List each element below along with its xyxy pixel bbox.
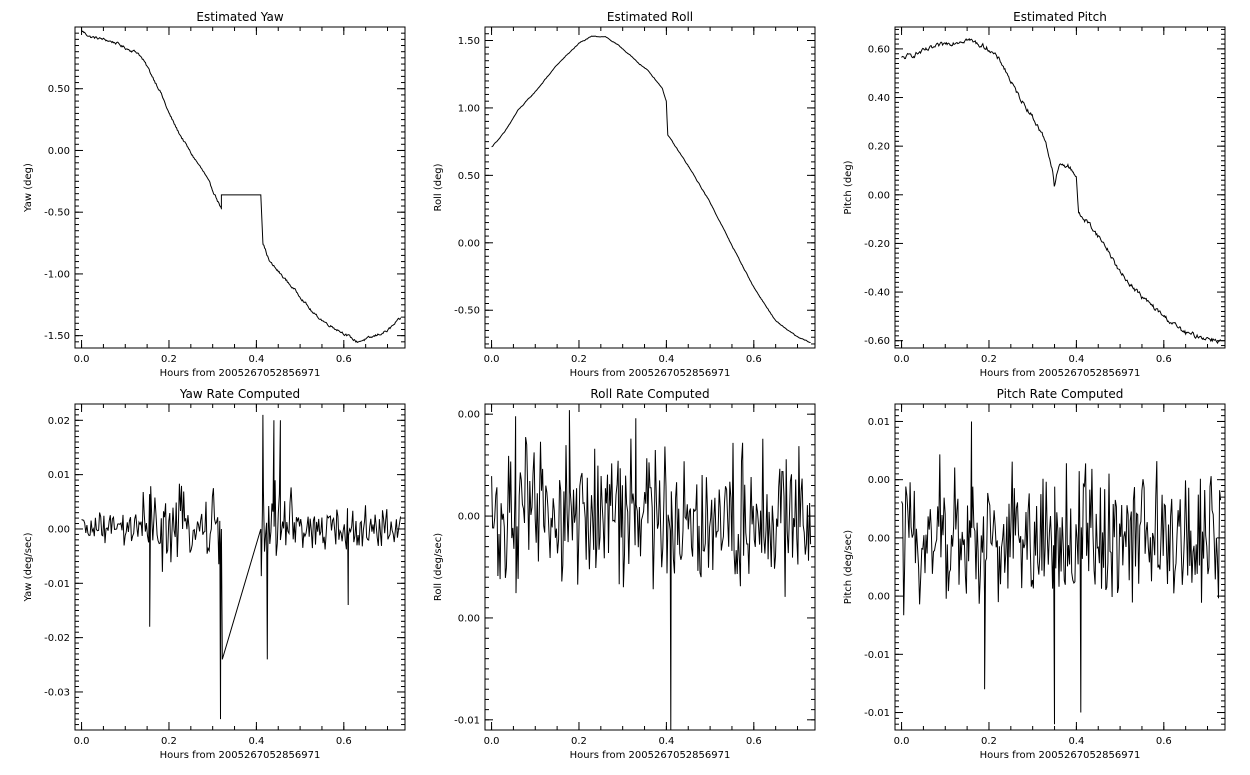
- chart-panel-1: Estimated Yaw Hours from 2005267052856971…: [23, 10, 406, 379]
- x-axis-label: Hours from 2005267052856971: [980, 368, 1141, 379]
- y-tick-label: 0.60: [868, 44, 890, 55]
- x-tick-label: 0.6: [746, 736, 762, 747]
- x-tick-label: 0.6: [336, 354, 352, 365]
- series-line: [81, 29, 402, 344]
- plot-frame: [74, 403, 406, 731]
- y-axis-label: Roll (deg/sec): [433, 533, 444, 601]
- y-tick-label: -0.02: [44, 633, 70, 644]
- y-tick-label: 0.00: [458, 512, 480, 523]
- y-tick-label: -1.00: [44, 269, 70, 280]
- y-tick-label: 0.20: [868, 142, 890, 153]
- y-tick-label: 1.00: [458, 103, 480, 114]
- y-tick-label: -0.03: [44, 687, 70, 698]
- y-tick-label: 0.00: [458, 410, 480, 421]
- y-axis-label: Pitch (deg/sec): [843, 530, 854, 605]
- x-tick-label: 0.0: [74, 736, 90, 747]
- x-tick-label: 0.6: [1156, 354, 1172, 365]
- x-tick-label: 0.4: [248, 354, 264, 365]
- chart-title: Estimated Roll: [607, 10, 693, 24]
- y-tick-label: 0.01: [868, 417, 890, 428]
- y-tick-label: -0.50: [454, 306, 480, 317]
- y-tick-label: -0.01: [44, 579, 70, 590]
- y-tick-label: 0.00: [48, 524, 70, 535]
- x-tick-label: 0.2: [571, 736, 587, 747]
- chart-title: Roll Rate Computed: [590, 387, 709, 401]
- y-tick-label: 0.00: [868, 592, 890, 603]
- chart-panel-3: Estimated Pitch Hours from 20052670528569…: [843, 10, 1226, 379]
- chart-title: Estimated Pitch: [1013, 10, 1107, 24]
- y-tick-label: 0.50: [48, 84, 70, 95]
- series-line: [81, 414, 402, 720]
- x-tick-label: 0.4: [1068, 354, 1084, 365]
- x-tick-label: 0.2: [981, 736, 997, 747]
- y-tick-label: 0.50: [458, 171, 480, 182]
- series-line: [901, 421, 1222, 725]
- y-tick-label: 0.00: [868, 190, 890, 201]
- x-axis-label: Hours from 2005267052856971: [570, 750, 731, 761]
- x-tick-label: 0.0: [894, 736, 910, 747]
- y-tick-label: -0.40: [864, 288, 890, 299]
- series-line: [491, 35, 811, 343]
- y-tick-label: 0.40: [868, 93, 890, 104]
- x-tick-label: 0.0: [74, 354, 90, 365]
- x-tick-label: 0.4: [658, 354, 674, 365]
- chart-panel-2: Estimated Roll Hours from 200526705285697…: [433, 10, 816, 379]
- y-tick-label: -1.50: [44, 331, 70, 342]
- series-line: [901, 37, 1221, 345]
- x-tick-label: 0.2: [981, 354, 997, 365]
- x-tick-label: 0.2: [161, 736, 177, 747]
- y-axis-label: Roll (deg): [433, 163, 444, 211]
- x-tick-label: 0.6: [336, 736, 352, 747]
- chart-panel-5: Roll Rate Computed Hours from 20052670528…: [433, 387, 816, 761]
- y-axis-label: Pitch (deg): [843, 160, 854, 214]
- chart-title: Pitch Rate Computed: [997, 387, 1124, 401]
- y-tick-label: 0.00: [458, 613, 480, 624]
- y-axis-label: Yaw (deg/sec): [23, 532, 34, 602]
- y-tick-label: 0.02: [48, 416, 70, 427]
- y-tick-label: 0.00: [458, 238, 480, 249]
- y-tick-label: -0.20: [864, 239, 890, 250]
- x-tick-label: 0.4: [1068, 736, 1084, 747]
- x-tick-label: 0.6: [1156, 736, 1172, 747]
- chart-title: Estimated Yaw: [196, 10, 283, 24]
- x-tick-label: 0.2: [571, 354, 587, 365]
- x-axis-label: Hours from 2005267052856971: [160, 750, 321, 761]
- y-tick-label: -0.60: [864, 336, 890, 347]
- y-tick-label: -0.01: [864, 650, 890, 661]
- series-line: [491, 410, 812, 731]
- x-tick-label: 0.0: [484, 354, 500, 365]
- x-tick-label: 0.6: [746, 354, 762, 365]
- y-axis-label: Yaw (deg): [23, 163, 34, 213]
- x-axis-label: Hours from 2005267052856971: [570, 368, 731, 379]
- y-tick-label: 0.01: [48, 470, 70, 481]
- y-tick-label: 0.00: [48, 146, 70, 157]
- y-tick-label: 0.00: [868, 475, 890, 486]
- x-tick-label: 0.4: [248, 736, 264, 747]
- x-tick-label: 0.2: [161, 354, 177, 365]
- chart-panel-4: Yaw Rate Computed Hours from 200526705285…: [23, 387, 406, 761]
- chart-title: Yaw Rate Computed: [179, 387, 300, 401]
- x-axis-label: Hours from 2005267052856971: [160, 368, 321, 379]
- plot-frame: [484, 26, 816, 349]
- x-tick-label: 0.0: [484, 736, 500, 747]
- plot-frame: [74, 26, 406, 349]
- chart-panel-6: Pitch Rate Computed Hours from 2005267052…: [843, 387, 1226, 761]
- plot-frame: [894, 26, 1226, 349]
- x-axis-label: Hours from 2005267052856971: [980, 750, 1141, 761]
- y-tick-label: -0.01: [864, 708, 890, 719]
- x-tick-label: 0.0: [894, 354, 910, 365]
- y-tick-label: 0.00: [868, 533, 890, 544]
- y-tick-label: -0.50: [44, 208, 70, 219]
- x-tick-label: 0.4: [658, 736, 674, 747]
- y-tick-label: 1.50: [458, 36, 480, 47]
- y-tick-label: -0.01: [454, 715, 480, 726]
